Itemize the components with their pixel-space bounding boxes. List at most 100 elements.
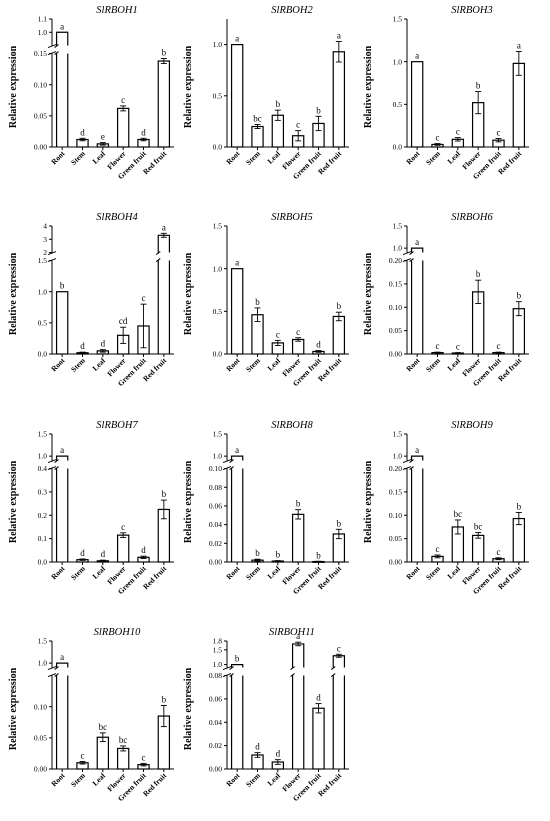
bar-break-mark: [229, 666, 234, 670]
significance-letter: b: [276, 99, 281, 109]
x-tick-label: Leaf: [266, 771, 283, 788]
significance-letter: b: [60, 281, 65, 291]
x-tick-label: Stem: [69, 771, 87, 789]
chart-title: SlRBOH5: [271, 212, 312, 223]
x-tick-label: Stem: [244, 771, 262, 789]
y-axis-label: Relative expression: [8, 667, 19, 750]
bar-break-mark: [155, 251, 161, 255]
y-tick-label: 1.1: [38, 15, 48, 24]
bar-break-mark: [409, 466, 414, 470]
y-tick-label: 4: [43, 222, 47, 231]
significance-letter: b: [517, 291, 522, 301]
chart-panel: SlRBOH6 Relative expression 0.00 0.05 0.10 0.…: [363, 212, 529, 388]
bar-break-mark: [290, 666, 295, 670]
bar: [230, 455, 244, 461]
x-tick-label: Root: [224, 149, 242, 167]
y-tick-label: 0.00: [389, 558, 402, 567]
y-tick-label: 1.5: [213, 222, 223, 231]
y-tick-label: 0.05: [389, 534, 402, 543]
y-tick-label: 0.0: [38, 558, 48, 567]
bar: [55, 468, 69, 562]
bar: [291, 643, 305, 668]
y-tick-label: 0.02: [209, 741, 222, 750]
y-axis-label: Relative expression: [8, 45, 19, 128]
x-tick-label: Root: [49, 564, 67, 582]
bar-break-mark: [409, 459, 414, 463]
axis-break-mark: [222, 459, 232, 464]
chart-panel: SlRBOH3 Relative expression 0.0 0.5 1.0 1.5 a R…: [363, 5, 529, 181]
bar: [116, 107, 130, 148]
significance-letter: a: [235, 445, 239, 455]
x-tick-label: Stem: [69, 564, 87, 582]
y-tick-label: 0.00: [34, 765, 47, 774]
y-tick-label: 1.0: [213, 660, 223, 669]
significance-letter: d: [80, 127, 85, 137]
y-tick-label: 1.5: [393, 222, 403, 231]
significance-letter: d: [316, 693, 321, 703]
significance-letter: b: [162, 694, 167, 704]
axis-break-mark: [402, 251, 412, 256]
y-tick-label: 0.10: [34, 702, 47, 711]
significance-letter: c: [142, 752, 146, 762]
bar-break-mark: [229, 673, 234, 677]
y-axis-label: Relative expression: [183, 45, 194, 128]
axis-break-mark: [222, 666, 232, 671]
x-tick-label: Root: [224, 356, 242, 374]
x-tick-label: Leaf: [446, 149, 463, 166]
chart-panel: SlRBOH5 Relative expression 0.0 0.5 1.0 1.5 a R…: [183, 212, 349, 388]
x-tick-label: Root: [49, 356, 67, 374]
bar-break-mark: [54, 666, 59, 670]
y-tick-label: 1.5: [38, 256, 48, 265]
bar: [116, 534, 130, 563]
significance-letter: b: [235, 654, 240, 664]
significance-letter: bc: [474, 522, 483, 532]
significance-letter: c: [456, 127, 460, 137]
chart-title: SlRBOH4: [96, 212, 138, 223]
x-tick-label: Root: [49, 771, 67, 789]
x-tick-label: Leaf: [91, 564, 108, 581]
y-tick-label: 0.05: [34, 733, 47, 742]
significance-letter: d: [276, 749, 281, 759]
x-tick-label: Leaf: [266, 356, 283, 373]
y-tick-label: 0.3: [38, 488, 48, 497]
significance-letter: a: [60, 445, 64, 455]
x-tick-label: Root: [49, 149, 67, 167]
x-tick-label: Stem: [424, 149, 442, 167]
bar: [332, 675, 346, 769]
significance-letter: cd: [119, 316, 128, 326]
significance-letter: c: [436, 341, 440, 351]
y-tick-label: 0.05: [389, 326, 402, 335]
significance-letter: c: [497, 341, 501, 351]
y-tick-label: 1.0: [38, 287, 48, 296]
y-tick-label: 1.0: [213, 40, 223, 49]
chart-title: SlRBOH7: [96, 420, 138, 431]
bar: [157, 234, 171, 253]
y-tick-label: 0.0: [38, 350, 48, 359]
significance-letter: d: [101, 549, 106, 559]
significance-letter: a: [235, 34, 239, 44]
significance-letter: d: [141, 127, 146, 137]
significance-letter: bc: [99, 722, 108, 732]
significance-letter: d: [101, 339, 106, 349]
chart-title: SlRBOH1: [96, 5, 137, 16]
significance-letter: c: [296, 327, 300, 337]
significance-letter: b: [162, 48, 167, 58]
axis-break-mark: [47, 673, 57, 678]
significance-letter: c: [436, 544, 440, 554]
bar: [55, 675, 69, 769]
y-tick-label: 1.0: [213, 264, 223, 273]
chart-panel: SlRBOH2 Relative expression 0.0 0.5 1.0 a Root…: [183, 5, 349, 181]
x-tick-label: Stem: [69, 356, 87, 374]
bar-break-mark: [54, 459, 59, 463]
x-tick-label: Stem: [424, 564, 442, 582]
y-tick-label: 0.10: [389, 511, 402, 520]
bar: [512, 62, 526, 148]
bar-break-mark: [54, 44, 59, 48]
significance-letter: a: [415, 237, 419, 247]
y-tick-label: 1.8: [213, 637, 223, 646]
bar: [410, 455, 424, 461]
bar: [332, 51, 346, 148]
y-tick-label: 2: [43, 248, 47, 257]
bar: [230, 43, 244, 148]
